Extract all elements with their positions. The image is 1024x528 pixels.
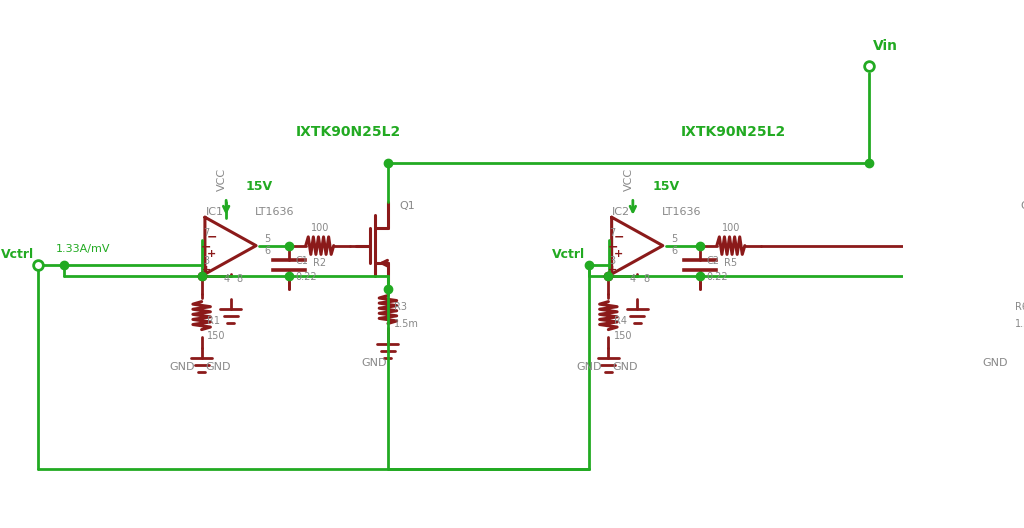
Text: 100: 100 [310,223,329,233]
Text: Q1: Q1 [399,201,415,211]
Text: 3: 3 [203,257,209,266]
Text: 4: 4 [630,274,636,284]
Text: GND: GND [577,362,602,372]
Text: Vin: Vin [873,39,898,53]
Text: −: − [613,230,624,243]
Text: +: + [202,265,211,275]
Text: +: + [608,265,617,275]
Text: 6: 6 [671,246,677,256]
Text: C2: C2 [707,257,719,266]
Text: +: + [207,249,216,259]
Text: GND: GND [170,362,196,372]
Text: 1.33A/mV: 1.33A/mV [55,243,110,253]
Text: 8: 8 [643,274,649,284]
Text: 7: 7 [609,229,615,238]
Text: 1.5m: 1.5m [394,319,419,329]
Text: R2: R2 [313,258,327,268]
Text: 5: 5 [264,233,270,243]
Text: 15V: 15V [652,180,679,193]
Text: VCC: VCC [217,168,226,192]
Text: 150: 150 [207,332,225,341]
Text: R4: R4 [613,316,627,326]
Text: 150: 150 [613,332,632,341]
Text: GND: GND [612,362,638,372]
Text: 8: 8 [237,274,243,284]
Text: 6: 6 [264,246,270,256]
Text: 100: 100 [722,223,740,233]
Text: +: + [614,249,624,259]
Text: 0.22: 0.22 [295,272,316,282]
Text: GND: GND [361,357,387,367]
Text: IXTK90N25L2: IXTK90N25L2 [681,125,786,139]
Text: R6: R6 [1015,302,1024,312]
Text: R1: R1 [207,316,220,326]
Text: Q2: Q2 [1020,201,1024,211]
Text: 5: 5 [671,233,677,243]
Text: C1: C1 [295,257,308,266]
Text: LT1636: LT1636 [662,208,701,218]
Text: R3: R3 [394,302,408,312]
Text: −: − [201,241,211,254]
Text: 7: 7 [203,229,209,238]
Text: VCC: VCC [624,168,634,192]
Text: 3: 3 [609,257,615,266]
Text: Vctrl: Vctrl [552,248,585,261]
Text: LT1636: LT1636 [255,208,295,218]
Text: GND: GND [206,362,231,372]
Text: −: − [207,230,217,243]
Text: −: − [607,241,618,254]
Text: 4: 4 [223,274,229,284]
Text: 1.5m: 1.5m [1015,319,1024,329]
Text: 15V: 15V [246,180,272,193]
Text: Vctrl: Vctrl [1,248,34,261]
Text: 0.22: 0.22 [707,272,728,282]
Text: IC2: IC2 [612,208,630,218]
Text: IC1: IC1 [206,208,223,218]
Text: IXTK90N25L2: IXTK90N25L2 [296,125,401,139]
Text: R5: R5 [724,258,737,268]
Text: GND: GND [982,357,1008,367]
